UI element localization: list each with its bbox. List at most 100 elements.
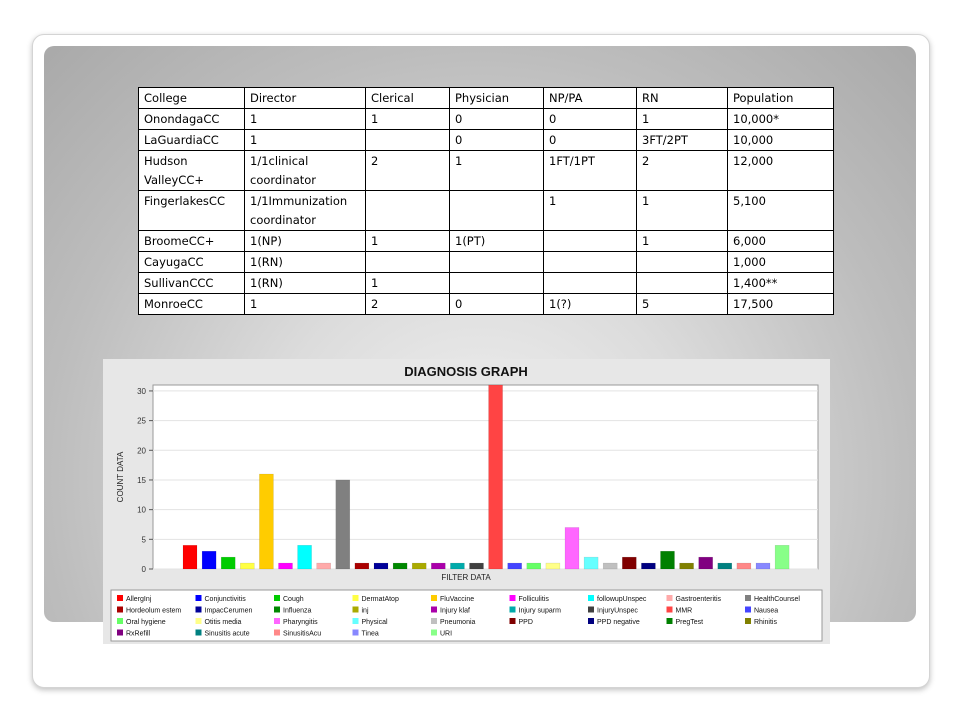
table-cell: 2 (365, 293, 450, 315)
y-tick-label: 0 (142, 565, 147, 574)
table-cell: FingerlakesCC (138, 190, 245, 231)
bar-nausea (507, 562, 522, 570)
legend-swatch (117, 606, 123, 613)
table-row: LaGuardiaCC 1 0 0 3FT/2PT 10,000 (138, 129, 834, 151)
legend-swatch (274, 629, 280, 636)
legend-label: DermatAtop (362, 596, 399, 603)
table-header-cell: Physician (449, 87, 544, 109)
table-cell: 1 (543, 190, 637, 231)
legend-swatch (195, 606, 202, 613)
legend-swatch (666, 595, 673, 601)
table-cell (449, 272, 544, 294)
legend-label: HealthCounsel (754, 596, 800, 603)
legend-label: RxRefill (126, 631, 151, 638)
bar-influenza (392, 562, 408, 570)
legend-label: inj (362, 608, 369, 615)
table-cell: CayugaCC (138, 251, 245, 273)
table-cell: 1 (449, 150, 544, 191)
table-cell: 3FT/2PT (636, 129, 728, 151)
table-header-cell: Director (244, 87, 366, 109)
bar-physical (583, 556, 599, 570)
legend-label: Sinusitis acute (205, 631, 250, 638)
legend-label: InjuryUnspec (597, 608, 638, 615)
legend-swatch (588, 595, 594, 601)
table-cell: 12,000 (727, 150, 834, 191)
bar-tinea (755, 562, 771, 570)
table-cell: 2 (636, 150, 728, 191)
table-cell: 1 (365, 108, 450, 130)
table-cell (449, 251, 544, 273)
diagnosis-graph: DIAGNOSIS GRAPH 0 5 10 15 20 25 30 COUNT DATA FIL… (103, 359, 830, 644)
table-header-cell: NP/PA (543, 87, 637, 109)
bar-cough (220, 556, 236, 570)
table-cell (365, 129, 450, 151)
legend-swatch (588, 618, 594, 624)
legend-label: Tinea (362, 631, 379, 638)
legend-label: Influenza (283, 608, 312, 615)
table-cell: 1 (365, 230, 450, 252)
table-cell: 1/1clinical coordinator (244, 150, 366, 191)
table-cell: 1(NP) (244, 230, 366, 252)
legend-label: Cough (283, 596, 304, 603)
table-cell: 1 (636, 230, 728, 252)
legend-swatch (352, 629, 359, 636)
table-row: Hudson ValleyCC+ 1/1clinical coordinator 2… (138, 150, 834, 191)
legend-swatch (431, 606, 437, 613)
legend-label: Hordeolum estem (126, 608, 181, 615)
legend-label: followupUnspec (597, 596, 647, 603)
legend-label: Oral hygiene (126, 619, 166, 626)
bar-allerginj (182, 545, 198, 570)
bar-injury-suparm (450, 562, 465, 570)
bar-pneumonia (602, 562, 618, 570)
legend-label: URI (440, 631, 452, 638)
table-cell (636, 272, 728, 294)
table-cell: SullivanCCC (138, 272, 245, 294)
bar-sinusitisacu (736, 562, 752, 570)
table-cell: BroomeCC+ (138, 230, 245, 252)
legend-label: MMR (676, 608, 693, 615)
x-axis-label: FILTER DATA (441, 573, 491, 582)
legend-swatch (745, 618, 751, 624)
legend-swatch (274, 618, 280, 624)
table-cell: 1(PT) (449, 230, 544, 252)
table-cell: 1/1Immunization coordinator (244, 190, 366, 231)
table-row: SullivanCCC 1(RN) 1 1,400** (138, 272, 834, 294)
legend-swatch (666, 606, 673, 613)
table-header-row: College Director Clerical Physician NP/PA RN P… (138, 87, 834, 109)
bar-otitis-media (545, 562, 561, 570)
bar-ppd (622, 556, 637, 570)
legend-swatch (117, 618, 123, 624)
table-cell: 1 (365, 272, 450, 294)
bar-pharyngitis (564, 527, 580, 570)
legend-swatch (509, 606, 516, 613)
legend-swatch (352, 606, 359, 613)
y-tick-label: 25 (137, 417, 146, 426)
legend-swatch (666, 618, 673, 624)
legend-label: Rhinitis (754, 619, 777, 626)
table-cell (636, 251, 728, 273)
table-cell (543, 272, 637, 294)
table-cell: 10,000 (727, 129, 834, 151)
chart-title: DIAGNOSIS GRAPH (404, 364, 528, 379)
legend-label: SinusitisAcu (283, 631, 321, 638)
legend-swatch (352, 595, 359, 601)
bar-healthcounsel (335, 479, 351, 570)
legend-box (110, 589, 823, 642)
plot-area (152, 384, 819, 570)
legend-label: Injury klaf (440, 608, 470, 615)
bar-uri (774, 545, 790, 570)
table-cell: 1,400** (727, 272, 834, 294)
y-tick-label: 10 (137, 506, 146, 515)
table-cell: 5,100 (727, 190, 834, 231)
legend-label: ImpacCerumen (205, 608, 253, 615)
legend-swatch (509, 595, 516, 601)
legend-swatch (431, 618, 437, 624)
legend-label: FluVaccine (440, 596, 474, 603)
bar-ppd-negative (641, 562, 656, 570)
y-tick-label: 5 (142, 535, 147, 544)
table-cell: 10,000* (727, 108, 834, 130)
y-tick-label: 20 (137, 446, 146, 455)
legend-label: Otitis media (205, 619, 242, 626)
table-cell: 0 (543, 108, 637, 130)
legend-swatch (431, 629, 437, 636)
